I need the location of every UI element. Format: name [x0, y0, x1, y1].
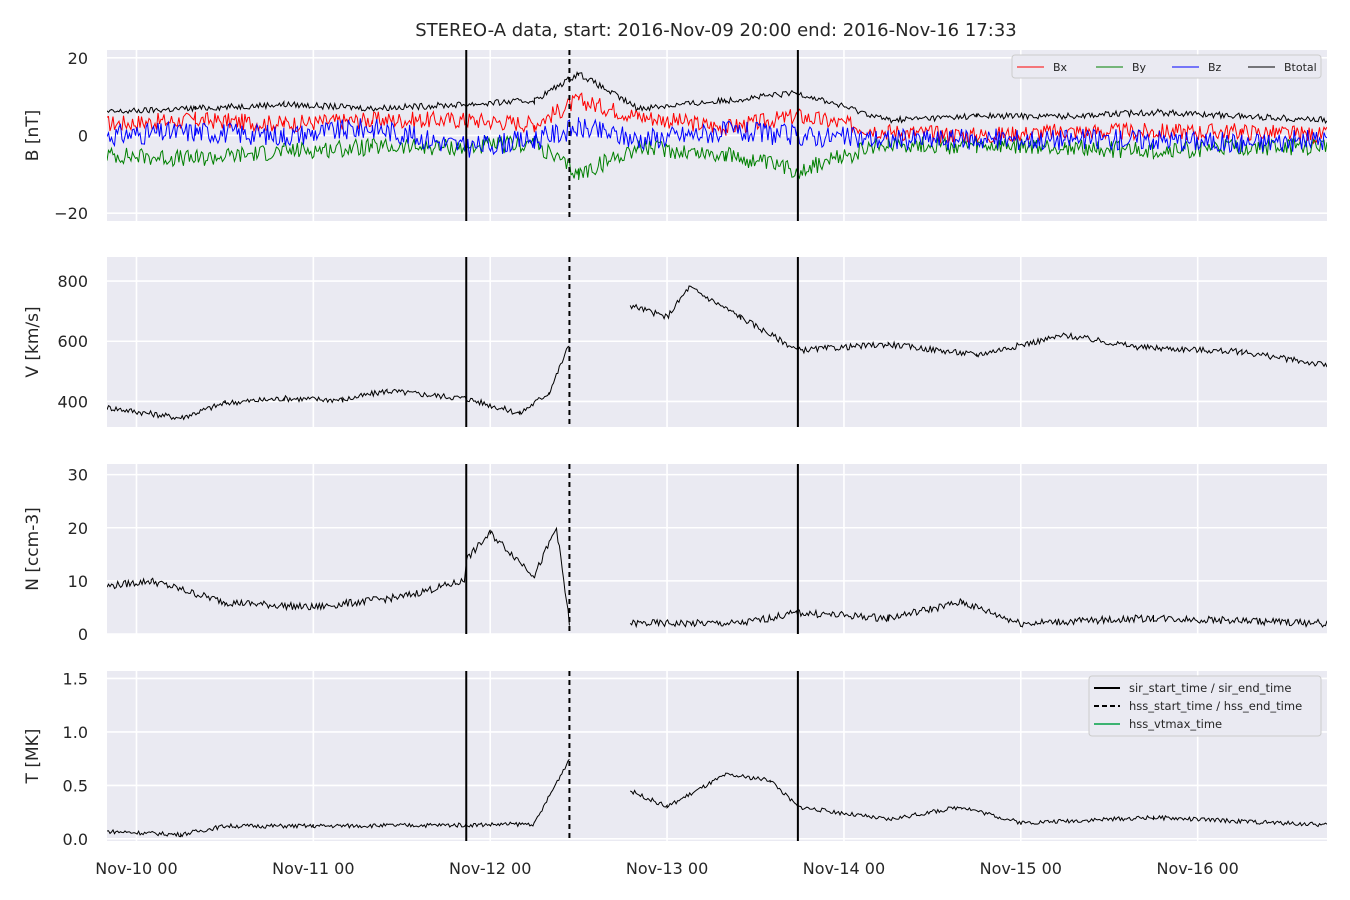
- y-axis-label: V [km/s]: [23, 306, 43, 377]
- series-group: [107, 71, 1327, 180]
- panel-4: 0.0 0.5 1.0 1.5 T [MK] sir_start_time / sir_e…: [23, 669, 1327, 849]
- series-line-by: [107, 134, 1327, 180]
- y-axis-label: N [ccm-3]: [23, 507, 43, 591]
- legend-entry: hss_start_time / hss_end_time: [1129, 699, 1302, 713]
- y-axis-label: T [MK]: [23, 729, 43, 785]
- series-line-v: [107, 285, 1327, 421]
- y-tick-label: 1.0: [63, 723, 88, 742]
- series-group: [107, 758, 1327, 838]
- x-tick-label: Nov-13 00: [626, 859, 708, 878]
- x-tick-label: Nov-14 00: [803, 859, 885, 878]
- series-line-bx: [107, 92, 1327, 145]
- y-tick-label: 0.0: [63, 830, 88, 849]
- y-tick-label: 20: [68, 519, 88, 538]
- legend-entry: hss_vtmax_time: [1129, 717, 1222, 731]
- y-tick-label: 20: [68, 49, 88, 68]
- legend-entry: sir_start_time / sir_end_time: [1129, 681, 1291, 695]
- series-group: [107, 526, 1327, 629]
- legend-entry-bx: Bx: [1053, 61, 1068, 74]
- x-tick-label: Nov-12 00: [449, 859, 531, 878]
- y-tick-label: 0.5: [63, 776, 88, 795]
- b-legend: Bx By Bz Btotal: [1011, 54, 1322, 79]
- series-line-bz: [107, 117, 1327, 158]
- y-tick-label: 1.5: [63, 669, 88, 688]
- y-tick-label: 30: [68, 466, 88, 485]
- legend-entry-by: By: [1132, 61, 1147, 74]
- series-line-n: [107, 526, 1327, 629]
- x-tick-label: Nov-15 00: [980, 859, 1062, 878]
- x-tick-label: Nov-16 00: [1156, 859, 1238, 878]
- y-axis-label: B [nT]: [23, 110, 43, 162]
- plot-area: [107, 464, 1327, 634]
- legend-box: [1088, 675, 1322, 737]
- y-tick-label: 0: [78, 625, 88, 644]
- panel-3: 0 10 20 30 N [ccm-3]: [23, 464, 1327, 644]
- event-legend: sir_start_time / sir_end_time hss_start_t…: [1088, 675, 1322, 737]
- legend-box: [1011, 54, 1322, 79]
- legend-entry-bz: Bz: [1208, 61, 1222, 74]
- panel-2: 400 600 800 V [km/s]: [23, 257, 1327, 427]
- x-tick-label: Nov-11 00: [272, 859, 354, 878]
- chart-panels: −20 0 20 B [nT] Bx By Bz Btotal 400 600 800 V [km/s…: [23, 49, 1327, 849]
- y-tick-label: 10: [68, 572, 88, 591]
- y-tick-label: 0: [78, 127, 88, 146]
- chart-title: STEREO-A data, start: 2016-Nov-09 20:00 …: [415, 20, 1016, 41]
- y-tick-label: 400: [57, 392, 88, 411]
- series-group: [107, 285, 1327, 421]
- y-tick-label: 600: [57, 332, 88, 351]
- x-axis-ticks: Nov-10 00 Nov-11 00 Nov-12 00 Nov-13 00 Nov-…: [95, 859, 1239, 878]
- y-tick-label: 800: [57, 272, 88, 291]
- legend-entry-btotal: Btotal: [1284, 61, 1317, 74]
- panel-1: −20 0 20 B [nT] Bx By Bz Btotal: [23, 49, 1327, 223]
- x-tick-label: Nov-10 00: [95, 859, 177, 878]
- y-tick-label: −20: [54, 204, 88, 223]
- series-line-t: [107, 758, 1327, 838]
- series-line-btotal: [107, 71, 1327, 124]
